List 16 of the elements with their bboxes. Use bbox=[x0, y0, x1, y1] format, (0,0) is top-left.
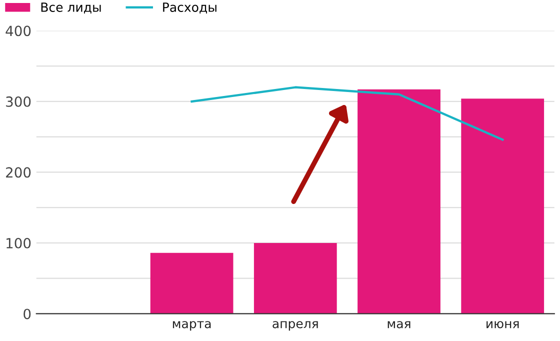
y-tick-label: 0 bbox=[24, 308, 31, 320]
y-tick-label: 400 bbox=[6, 26, 31, 36]
x-tick-label: июня bbox=[486, 321, 519, 328]
bar bbox=[461, 98, 544, 314]
legend-label: Все лиды bbox=[41, 2, 101, 14]
y-tick-label: 200 bbox=[6, 167, 31, 178]
y-tick-label: 300 bbox=[6, 96, 31, 107]
x-tick-label: апреля bbox=[272, 321, 318, 331]
line-series bbox=[190, 86, 504, 141]
bar bbox=[358, 89, 440, 314]
legend-label: Расходы bbox=[163, 2, 216, 14]
y-tick-label: 100 bbox=[6, 238, 31, 248]
x-tick-label: мая bbox=[388, 321, 410, 328]
bar bbox=[150, 252, 234, 314]
x-tick-label: марта bbox=[172, 321, 211, 331]
bar bbox=[254, 242, 337, 314]
